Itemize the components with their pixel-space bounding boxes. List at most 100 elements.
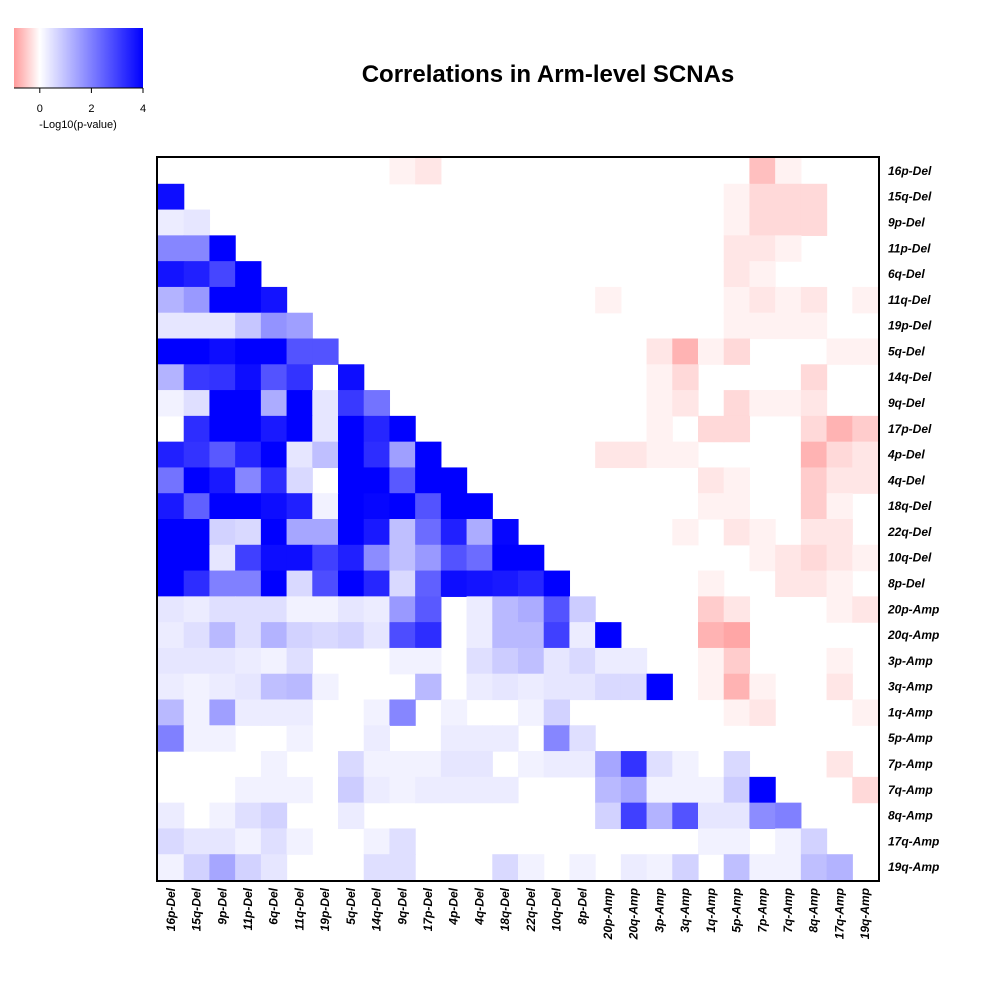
heatmap-cell <box>338 467 365 494</box>
heatmap-cell <box>672 802 699 830</box>
heatmap-cell <box>260 596 288 623</box>
column-label: 8q-Amp <box>807 888 821 933</box>
heatmap-cell <box>338 493 365 520</box>
heatmap-cell <box>286 673 313 701</box>
column-label: 9q-Del <box>395 887 409 924</box>
heatmap-cell <box>466 647 493 675</box>
heatmap-cell <box>775 158 802 185</box>
heatmap-cell <box>363 596 391 623</box>
heatmap-cell <box>723 622 751 649</box>
legend-tick-label: 2 <box>88 103 94 115</box>
heatmap-cell <box>698 647 725 675</box>
heatmap-cell <box>723 415 751 443</box>
plot-frame <box>156 156 880 882</box>
heatmap-cell <box>595 622 622 649</box>
heatmap-cell <box>826 467 853 494</box>
heatmap-cell <box>646 415 673 443</box>
heatmap-cell <box>260 699 288 726</box>
heatmap-cell <box>620 751 648 778</box>
heatmap-cell <box>492 673 519 701</box>
legend-tick-label: 4 <box>140 103 146 115</box>
heatmap-cell <box>312 596 339 623</box>
heatmap-cell <box>415 673 442 701</box>
heatmap-cell <box>389 415 416 443</box>
heatmap-cell <box>209 364 236 391</box>
heatmap-cell <box>183 286 211 314</box>
column-label: 6q-Del <box>267 887 281 924</box>
heatmap-cell <box>723 209 751 236</box>
heatmap-cell <box>723 235 751 262</box>
heatmap-cell <box>183 647 211 675</box>
heatmap-cell <box>235 519 262 546</box>
heatmap-cell <box>235 699 262 726</box>
heatmap-cell <box>800 854 828 881</box>
heatmap-cell <box>492 854 519 881</box>
heatmap-cell <box>209 261 236 288</box>
row-label: 14q-Del <box>888 370 932 384</box>
column-label: 14q-Del <box>370 887 384 931</box>
heatmap-cell <box>286 570 313 597</box>
heatmap-cell <box>543 699 571 726</box>
heatmap-cell <box>518 622 545 649</box>
heatmap-cell <box>492 544 519 572</box>
row-label: 20p-Amp <box>887 602 939 616</box>
heatmap-cell <box>158 647 185 675</box>
heatmap-cell <box>595 286 622 314</box>
heatmap-cell <box>312 622 339 649</box>
heatmap-cell <box>389 596 416 623</box>
heatmap-cell <box>286 725 313 752</box>
heatmap-cell <box>749 286 776 314</box>
heatmap-cell <box>183 364 211 391</box>
heatmap-cell <box>260 467 288 494</box>
heatmap-cell <box>826 493 853 520</box>
heatmap-cell <box>183 519 211 546</box>
heatmap-cell <box>415 647 442 675</box>
row-label: 5q-Del <box>888 344 925 358</box>
heatmap-cell <box>466 493 493 520</box>
heatmap-cell <box>235 261 262 288</box>
heatmap-cell <box>389 467 416 494</box>
heatmap-cell <box>363 854 391 881</box>
heatmap-cell <box>415 158 442 185</box>
heatmap-cell <box>749 158 776 185</box>
heatmap-cell <box>749 312 776 340</box>
heatmap-cell <box>209 390 236 417</box>
heatmap-cell <box>158 570 185 597</box>
heatmap-cell <box>235 390 262 417</box>
heatmap-cell <box>569 725 596 752</box>
column-label: 11p-Del <box>241 887 255 930</box>
row-label: 9p-Del <box>888 215 925 229</box>
heatmap-cell <box>852 544 879 572</box>
heatmap-cell <box>389 622 416 649</box>
heatmap-cell <box>646 751 673 778</box>
heatmap-cell <box>749 854 776 881</box>
heatmap-cell <box>235 312 262 340</box>
heatmap-cell <box>466 622 493 649</box>
heatmap-cell <box>363 622 391 649</box>
heatmap-cell <box>235 622 262 649</box>
row-label: 1q-Amp <box>888 705 933 719</box>
heatmap-cell <box>209 519 236 546</box>
heatmap-cell <box>698 415 725 443</box>
heatmap-cell <box>363 828 391 855</box>
row-label: 6q-Del <box>888 267 925 281</box>
heatmap-cell <box>440 493 468 520</box>
heatmap-cell <box>338 441 365 469</box>
heatmap-cell <box>183 261 211 288</box>
heatmap-cell <box>286 493 313 520</box>
heatmap-cell <box>620 776 648 804</box>
heatmap-cell <box>389 441 416 469</box>
heatmap-cell <box>286 544 313 572</box>
heatmap-cell <box>620 647 648 675</box>
heatmap-cell <box>749 183 776 211</box>
heatmap-cell <box>235 338 262 365</box>
legend-tick-label: 0 <box>37 103 43 115</box>
heatmap-cell <box>209 596 236 623</box>
row-label: 3q-Amp <box>888 680 933 694</box>
heatmap-cell <box>415 570 442 597</box>
heatmap-cell <box>260 338 288 365</box>
heatmap-cell <box>800 519 828 546</box>
row-label: 5p-Amp <box>888 731 933 745</box>
heatmap-cell <box>286 647 313 675</box>
